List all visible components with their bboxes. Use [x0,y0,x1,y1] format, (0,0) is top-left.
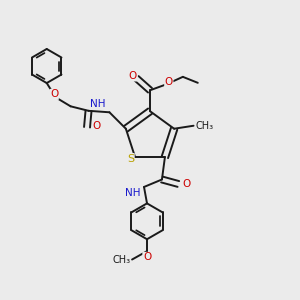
Text: S: S [127,154,134,164]
Text: CH₃: CH₃ [195,121,213,131]
Text: O: O [129,71,137,81]
Text: O: O [182,179,190,189]
Text: O: O [143,252,151,262]
Text: O: O [165,77,173,87]
Text: O: O [50,89,58,99]
Text: NH: NH [125,188,140,199]
Text: CH₃: CH₃ [112,254,130,265]
Text: NH: NH [90,99,106,109]
Text: O: O [92,121,101,131]
